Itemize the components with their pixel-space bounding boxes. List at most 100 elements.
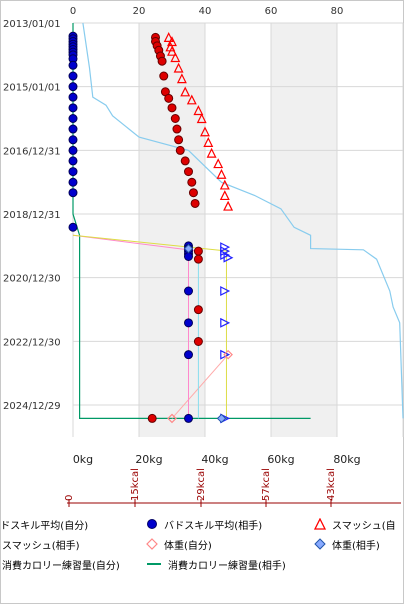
data-point-bad-skill-self: [157, 56, 167, 66]
legend-label: バドスキル平均(自分): [0, 520, 89, 532]
legend-label: 体重(自分): [164, 540, 212, 552]
data-point-smash-self: [186, 94, 197, 105]
data-point-bad-skill-self: [184, 167, 193, 177]
connector-line: [72, 234, 199, 252]
chart-plot: 2013/01/01 2015/01/01 2016/12/31 2018/12/31…: [3, 6, 404, 507]
legend-label: 消費カロリー練習量(自分): [2, 560, 120, 572]
data-point-smash-opponent: [220, 317, 231, 328]
legend-item-calorie-opponent: 消費カロリー練習量(相手): [146, 555, 286, 573]
data-point-smash-self: [193, 105, 204, 116]
calorie-tick-label: 57kcal: [261, 468, 272, 501]
data-point-bad-skill-self: [159, 71, 169, 81]
series-line: [82, 22, 404, 419]
data-point-bad-skill-self: [193, 246, 203, 256]
data-point-bad-skill-self: [172, 124, 182, 134]
data-point-smash-opponent: [220, 349, 231, 360]
data-point-bad-skill-opponent: [68, 177, 78, 187]
data-point-smash-self: [176, 73, 187, 84]
data-point-smash-self: [223, 200, 234, 211]
data-point-bad-skill-self: [180, 156, 190, 166]
data-point-bad-skill-opponent: [184, 318, 193, 328]
legend-label: スマッシュ(相手): [2, 540, 80, 552]
data-point-smash-self: [180, 86, 191, 97]
red-triangle-icon: [314, 518, 326, 530]
data-point-bad-skill-opponent: [184, 350, 193, 360]
data-point-bad-skill-opponent: [68, 188, 78, 198]
x-bottom-tick-label: 20kg: [135, 453, 162, 466]
data-point-bad-skill-self: [147, 413, 157, 423]
grid-band: [139, 23, 205, 437]
data-point-bad-skill-opponent: [184, 413, 193, 423]
data-point-bad-skill-self: [193, 337, 203, 347]
y-tick-label: 2018/12/31: [3, 210, 61, 221]
data-point-weight-self: [167, 413, 177, 424]
x-bottom-tick-label: 60kg: [267, 453, 294, 466]
grid-band: [271, 23, 337, 437]
x-bottom-tick-label: 80kg: [333, 453, 360, 466]
data-point-bad-skill-opponent: [68, 113, 78, 123]
legend-row-3: 消費カロリー練習量(自分) 消費カロリー練習量(相手): [0, 555, 404, 573]
data-point-bad-skill-self: [167, 103, 177, 113]
calorie-tick-label: 43kcal: [326, 468, 337, 501]
data-point-smash-self: [219, 190, 230, 201]
data-point-bad-skill-opponent: [68, 103, 78, 113]
y-tick-label: 2020/12/30: [3, 274, 61, 285]
legend-item-weight-opponent: 体重(相手): [314, 535, 380, 553]
legend-item-weight-self: 体重(自分): [146, 535, 212, 553]
x-top-tick-label: 0: [70, 6, 76, 17]
calorie-tick-label: 0: [64, 495, 75, 501]
legend-row-2: スマッシュ(相手) 体重(自分) 体重(相手): [0, 535, 404, 553]
legend-label: 消費カロリー練習量(相手): [168, 560, 286, 572]
legend-item-bad-skill-opponent: バドスキル平均(相手): [146, 515, 262, 533]
legend-row-1: バドスキル平均(自分) バドスキル平均(相手) スマッシュ(自: [0, 515, 404, 533]
data-point-bad-skill-self: [193, 254, 203, 264]
data-point-bad-skill-opponent: [68, 82, 78, 92]
data-point-smash-self: [219, 179, 230, 190]
data-point-smash-self: [170, 52, 181, 63]
calorie-tick-label: 29kcal: [196, 468, 207, 501]
data-point-bad-skill-opponent: [68, 135, 78, 145]
y-tick-label: 2015/01/01: [3, 83, 61, 94]
legend-label: バドスキル平均(相手): [164, 520, 263, 532]
data-point-weight-self: [223, 349, 233, 360]
x-top-tick-label: 20: [133, 6, 146, 17]
x-bottom-tick-label: 0kg: [73, 453, 93, 466]
data-point-bad-skill-self: [170, 113, 180, 123]
data-point-smash-self: [206, 147, 217, 158]
pink-diamond-icon: [146, 538, 158, 550]
connector-line: [72, 234, 229, 252]
data-point-bad-skill-opponent: [68, 167, 78, 177]
green-line-icon: [147, 563, 161, 565]
legend-item-bad-skill-self: バドスキル平均(自分): [0, 515, 88, 533]
data-point-weight-opponent: [216, 413, 227, 424]
data-point-bad-skill-self: [188, 188, 198, 198]
data-point-smash-self: [167, 45, 177, 56]
data-point-smash-self: [216, 168, 227, 179]
data-point-bad-skill-opponent: [68, 60, 78, 70]
data-point-smash-self: [203, 137, 214, 147]
y-tick-label: 2024/12/29: [3, 401, 61, 412]
data-point-bad-skill-opponent: [68, 124, 78, 134]
data-point-bad-skill-opponent: [68, 156, 78, 166]
legend-label: スマッシュ(自: [332, 520, 396, 532]
data-point-bad-skill-self: [190, 198, 200, 208]
data-point-bad-skill-self: [175, 145, 185, 155]
data-point-smash-opponent: [220, 286, 231, 296]
data-point-bad-skill-self: [193, 305, 203, 315]
data-point-smash-self: [196, 113, 207, 124]
data-point-smash-self: [200, 126, 210, 137]
data-point-smash-self: [213, 158, 224, 169]
blue-circle-icon: [147, 519, 157, 529]
connector-line: [171, 354, 229, 419]
x-bottom-tick-label: 40kg: [201, 453, 228, 466]
y-tick-label: 2022/12/30: [3, 337, 61, 348]
data-point-smash-opponent: [223, 252, 234, 263]
legend-item-calorie-self: 消費カロリー練習量(自分): [2, 555, 120, 573]
data-point-bad-skill-opponent: [68, 145, 78, 155]
data-point-smash-opponent: [220, 250, 231, 261]
x-top-tick-label: 40: [199, 6, 212, 17]
data-point-bad-skill-self: [174, 135, 184, 145]
data-point-bad-skill-self: [164, 93, 174, 103]
y-tick-label: 2013/01/01: [3, 19, 61, 30]
